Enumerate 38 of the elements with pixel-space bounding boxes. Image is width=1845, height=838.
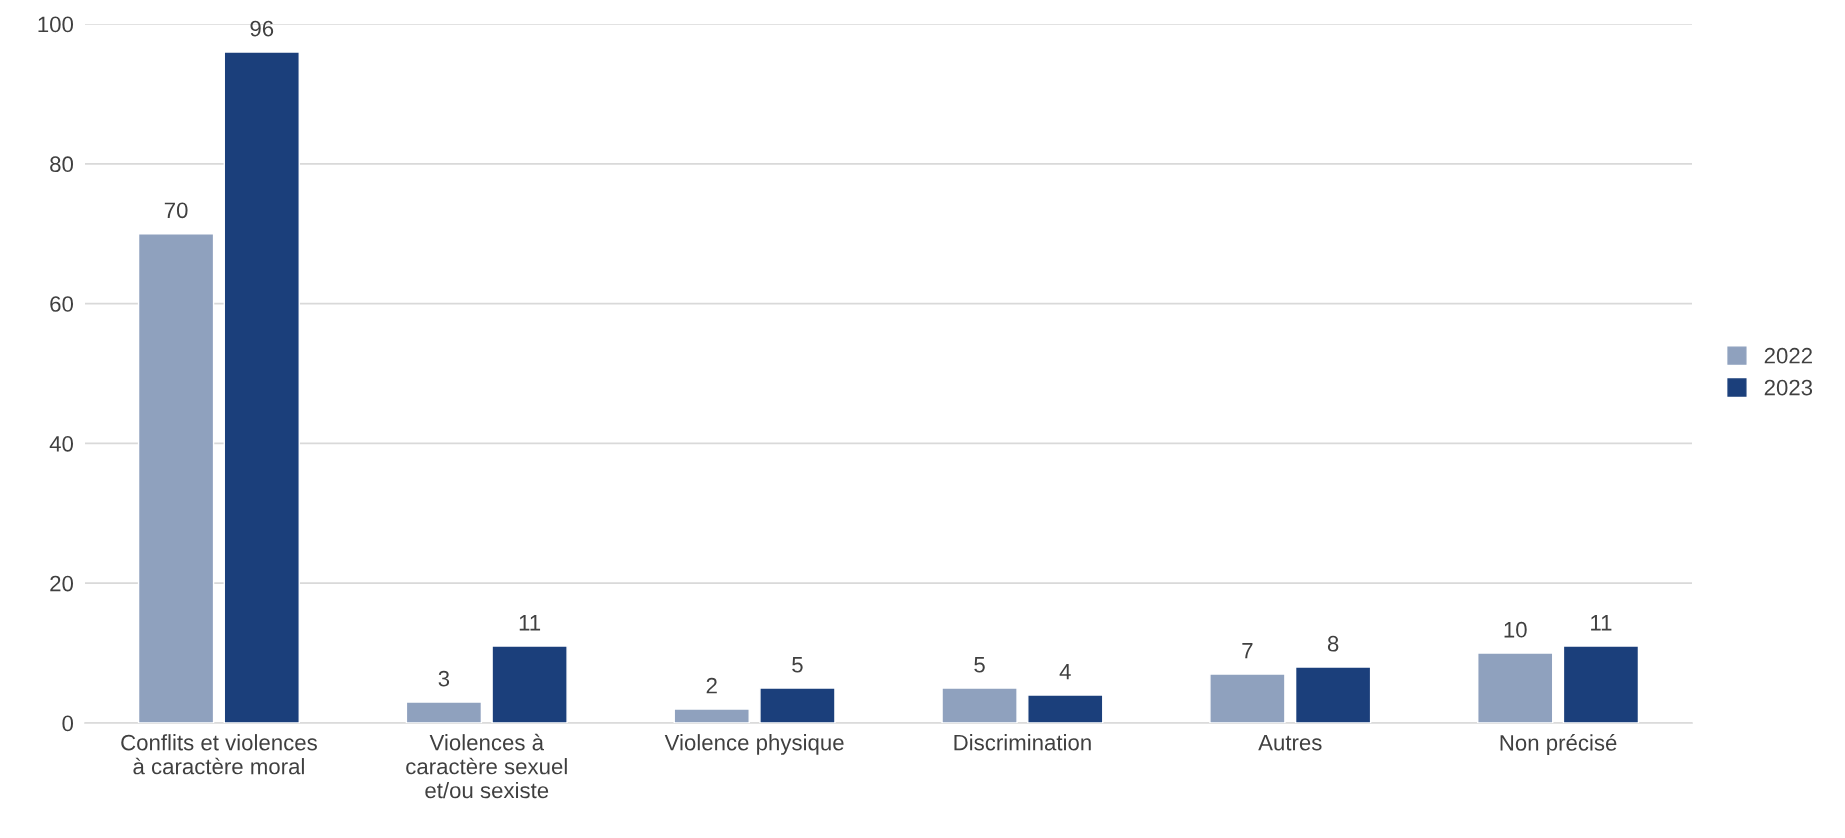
bar bbox=[491, 645, 568, 723]
x-tick-label: Violence physique bbox=[664, 734, 844, 755]
data-label: 5 bbox=[792, 657, 803, 673]
data-label: 11 bbox=[1591, 615, 1612, 631]
data-label: 10 bbox=[1504, 621, 1527, 638]
bar bbox=[1562, 645, 1640, 723]
data-label: 96 bbox=[250, 20, 274, 37]
data-label: 3 bbox=[438, 670, 450, 687]
x-tick-label: Violences à caractère sexuel et/ou sexiste bbox=[406, 733, 567, 799]
legend-label: 2023 bbox=[1764, 379, 1813, 396]
y-tick-label: 20 bbox=[50, 575, 74, 592]
data-label: 4 bbox=[1059, 664, 1071, 680]
y-tick-label: 80 bbox=[50, 156, 74, 173]
x-tick-label: Discrimination bbox=[954, 734, 1091, 751]
data-label: 8 bbox=[1327, 635, 1339, 652]
data-label: 7 bbox=[1242, 643, 1253, 659]
bar bbox=[223, 51, 300, 723]
bar bbox=[1477, 652, 1554, 723]
bar bbox=[759, 687, 836, 723]
legend-label: 2022 bbox=[1764, 347, 1812, 364]
y-tick-label: 60 bbox=[50, 296, 74, 312]
y-tick-label: 0 bbox=[62, 715, 74, 732]
data-label: 2 bbox=[706, 677, 717, 694]
data-label: 5 bbox=[974, 657, 985, 673]
data-label: 70 bbox=[164, 202, 188, 219]
bar bbox=[405, 701, 483, 723]
bar bbox=[1209, 673, 1286, 723]
bar bbox=[1027, 694, 1104, 723]
x-tick-label: Conflits et violences à caractère moral bbox=[121, 734, 317, 775]
y-tick-label: 100 bbox=[38, 16, 74, 33]
x-tick-label: Non précisé bbox=[1500, 734, 1617, 756]
data-label: 11 bbox=[519, 615, 541, 631]
bar bbox=[673, 708, 750, 723]
x-tick-label: Autres bbox=[1258, 734, 1322, 751]
bar bbox=[137, 233, 215, 723]
bar bbox=[941, 687, 1018, 723]
bar bbox=[1294, 666, 1372, 723]
y-tick-label: 40 bbox=[49, 435, 74, 452]
